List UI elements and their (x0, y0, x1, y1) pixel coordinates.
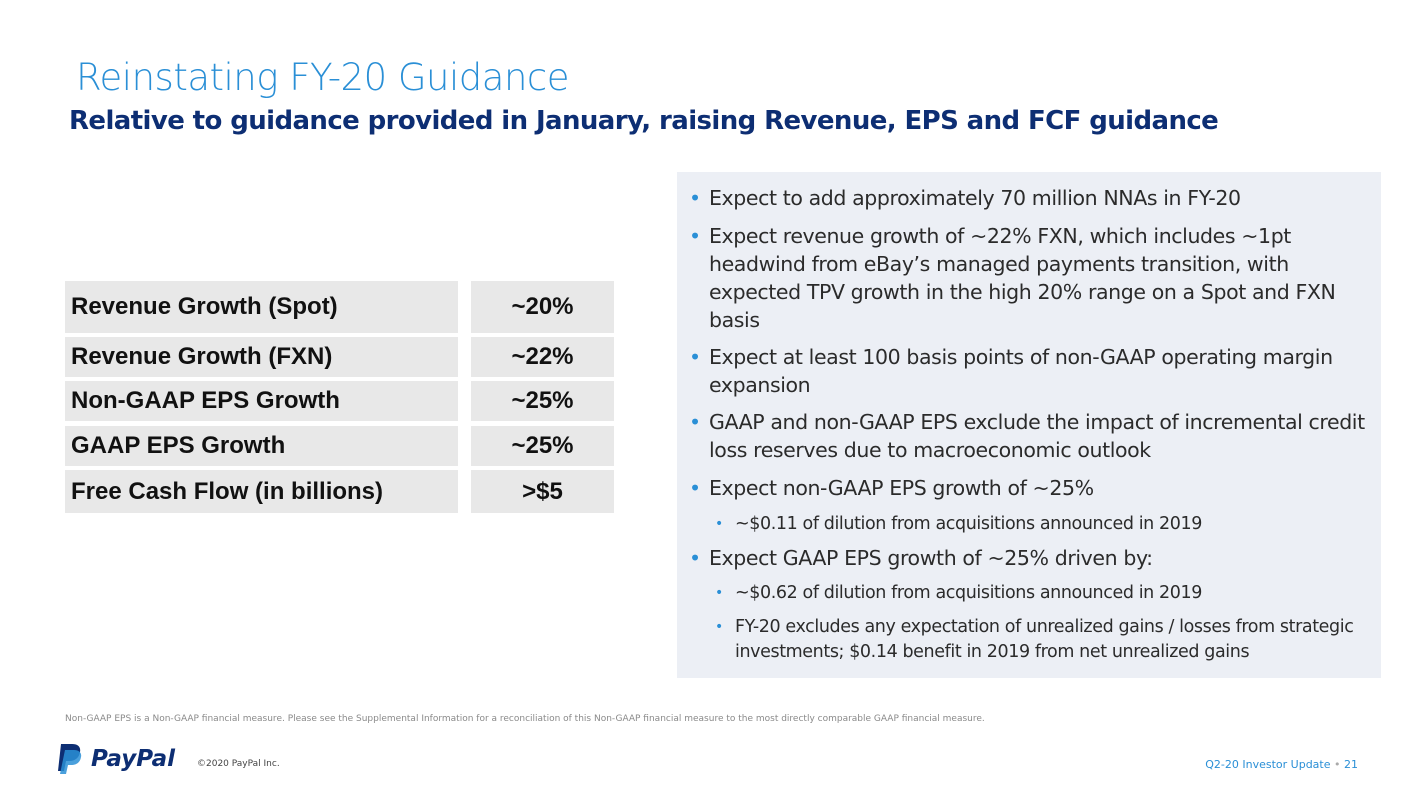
row-label: Revenue Growth (FXN) (65, 337, 458, 377)
guidance-notes-panel: Expect to add approximately 70 million N… (677, 172, 1381, 678)
row-label: GAAP EPS Growth (65, 426, 458, 466)
sub-bullet: ~$0.11 of dilution from acquisitions ann… (715, 512, 1365, 537)
bullet: Expect at least 100 basis points of non-… (689, 343, 1369, 399)
table-row: Revenue Growth (FXN) ~22% (65, 337, 614, 377)
bullet: GAAP and non-GAAP EPS exclude the impact… (689, 408, 1369, 464)
logo-text: PayPal (91, 746, 175, 772)
table-row: GAAP EPS Growth ~25% (65, 426, 614, 466)
slide-title: Reinstating FY-20 Guidance (76, 56, 570, 99)
slide-subtitle: Relative to guidance provided in January… (69, 106, 1219, 136)
bullet: Expect non-GAAP EPS growth of ~25% (689, 474, 1369, 502)
row-value: >$5 (471, 470, 614, 513)
page-number: 21 (1344, 758, 1358, 771)
table-row: Revenue Growth (Spot) ~20% (65, 281, 614, 333)
sub-bullet: ~$0.62 of dilution from acquisitions ann… (715, 581, 1365, 606)
row-label: Revenue Growth (Spot) (65, 281, 458, 333)
paypal-p-icon (58, 744, 82, 774)
page-label: Q2-20 Investor Update (1205, 758, 1331, 771)
row-label: Free Cash Flow (in billions) (65, 470, 458, 513)
row-label: Non-GAAP EPS Growth (65, 381, 458, 421)
bullet: Expect GAAP EPS growth of ~25% driven by… (689, 544, 1369, 572)
row-value: ~25% (471, 381, 614, 421)
paypal-logo: PayPal (57, 744, 175, 774)
table-row: Free Cash Flow (in billions) >$5 (65, 470, 614, 513)
row-value: ~25% (471, 426, 614, 466)
row-value: ~22% (471, 337, 614, 377)
table-row: Non-GAAP EPS Growth ~25% (65, 381, 614, 421)
page-footer: Q2-20 Investor Update • 21 (1205, 758, 1358, 771)
copyright: ©2020 PayPal Inc. (197, 759, 280, 769)
sub-bullet: FY-20 excludes any expectation of unreal… (715, 615, 1365, 665)
bullet: Expect to add approximately 70 million N… (689, 184, 1369, 212)
bullet: Expect revenue growth of ~22% FXN, which… (689, 222, 1369, 334)
footnote: Non-GAAP EPS is a Non-GAAP financial mea… (65, 714, 985, 724)
row-value: ~20% (471, 281, 614, 333)
